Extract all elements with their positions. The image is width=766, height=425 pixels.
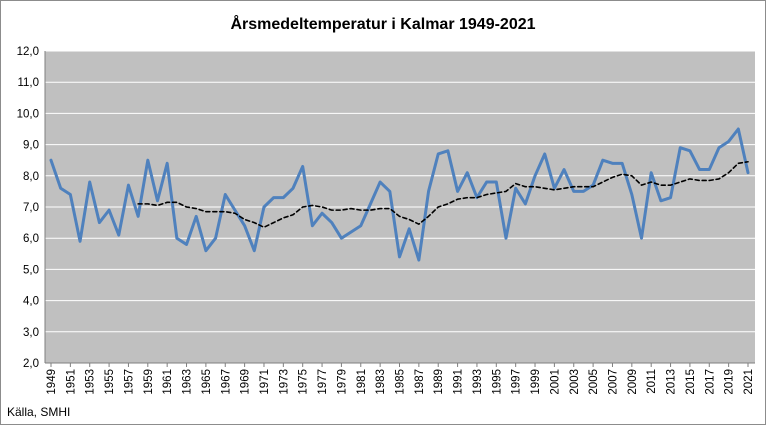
x-tick-label: 1993 xyxy=(472,369,484,395)
x-tick-label: 1967 xyxy=(220,369,232,395)
x-tick-label: 1955 xyxy=(104,369,116,395)
y-tick-label: 7,0 xyxy=(23,202,39,214)
y-tick-label: 9,0 xyxy=(23,140,39,152)
x-tick-label: 1965 xyxy=(201,369,213,395)
y-tick-label: 3,0 xyxy=(23,327,39,339)
x-tick-label: 2019 xyxy=(724,369,736,395)
x-tick-label: 1975 xyxy=(298,369,310,395)
x-tick-label: 2013 xyxy=(666,369,678,395)
y-tick-labels: 2,0 3,0 4,0 5,0 6,0 7,0 8,0 9,0 10,0 11,0 12,0 xyxy=(17,46,39,370)
x-tick-label: 1973 xyxy=(278,369,290,395)
gridlines xyxy=(45,50,755,333)
x-tick-label: 2003 xyxy=(569,369,581,395)
y-tick-label: 12,0 xyxy=(17,46,39,58)
x-tick-label: 2009 xyxy=(627,369,639,395)
x-tick-label: 1981 xyxy=(356,369,368,395)
chart-title: Årsmedeltemperatur i Kalmar 1949-2021 xyxy=(230,14,535,33)
x-tick-label: 1987 xyxy=(414,369,426,395)
y-tick-label: 2,0 xyxy=(23,358,39,370)
y-tick-label: 11,0 xyxy=(17,77,39,89)
x-tick-label: 1961 xyxy=(162,369,174,395)
y-tick-label: 5,0 xyxy=(23,264,39,276)
x-tick-label: 1963 xyxy=(182,369,194,395)
x-tick-label: 1951 xyxy=(65,369,77,395)
y-tick-label: 10,0 xyxy=(17,108,39,120)
source-note: Källa, SMHI xyxy=(7,405,71,419)
x-tick-label: 1985 xyxy=(395,369,407,395)
x-tick-label: 2011 xyxy=(646,369,658,394)
x-tick-label: 1979 xyxy=(336,369,348,395)
x-tick-label: 1989 xyxy=(433,369,445,395)
x-tick-label: 1995 xyxy=(491,369,503,395)
series-lines xyxy=(49,127,750,262)
y-tick-label: 8,0 xyxy=(23,171,39,183)
x-tick-label: 1959 xyxy=(143,369,155,395)
x-tick-label: 1969 xyxy=(240,369,252,395)
x-tick-label: 1997 xyxy=(511,369,523,395)
x-tick-label: 1953 xyxy=(85,369,97,395)
x-tick-label: 2001 xyxy=(549,369,561,395)
x-tick-label: 1977 xyxy=(317,369,329,395)
x-tick-label: 2005 xyxy=(588,369,600,395)
y-tick-label: 6,0 xyxy=(23,233,39,245)
x-tick-label: 2017 xyxy=(704,369,716,395)
x-tick-label: 2015 xyxy=(685,369,697,395)
x-tick-label: 1957 xyxy=(123,369,135,395)
x-tick-label: 1949 xyxy=(46,369,58,395)
axes xyxy=(44,51,755,367)
x-tick-label: 2007 xyxy=(607,369,619,395)
moving-average-line xyxy=(137,160,749,229)
y-tick-label: 4,0 xyxy=(23,296,39,308)
x-tick-label: 2021 xyxy=(743,369,755,395)
x-tick-label: 1991 xyxy=(453,369,465,395)
annual-temperature-line xyxy=(49,127,750,262)
x-tick-label: 1971 xyxy=(259,369,271,395)
x-tick-label: 1999 xyxy=(530,369,542,395)
x-tick-labels: 1949 1951 1953 1955 1957 1959 1961 1963 1965 1967… xyxy=(46,369,755,395)
x-tick-label: 1983 xyxy=(375,369,387,395)
